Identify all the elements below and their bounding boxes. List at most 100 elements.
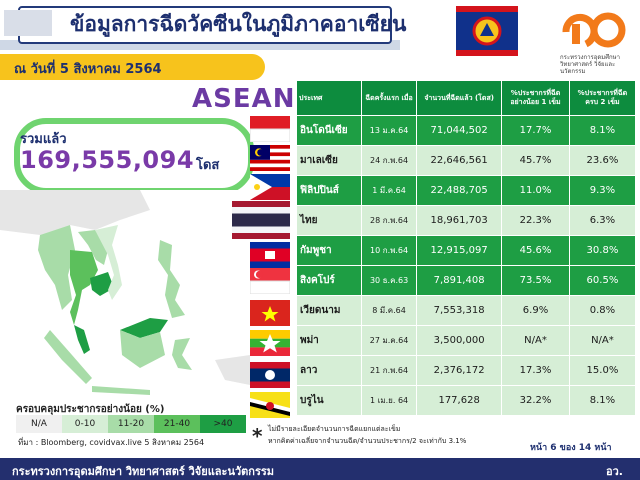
cell-start: 13 ม.ค.64 — [360, 115, 418, 146]
cell-country: ลาว — [296, 355, 362, 386]
cell-start: 24 ก.พ.64 — [360, 145, 418, 176]
cell-start: 10 ก.พ.64 — [360, 235, 418, 266]
table-row: พม่า 27 ม.ค.64 3,500,000 N/A* N/A* — [296, 325, 637, 356]
cell-doses: 177,628 — [416, 385, 503, 416]
header-stripe — [0, 40, 400, 50]
cell-doses: 22,646,561 — [416, 145, 503, 176]
cell-pct1: 17.7% — [501, 115, 570, 146]
asean-map — [0, 190, 250, 400]
header-start-date: ฉีดครั้งแรก เมื่อ — [360, 80, 418, 116]
cell-pct2: 30.8% — [568, 235, 637, 266]
table-row: อินโดนีเซีย 13 ม.ค.64 71,044,502 17.7% 8… — [296, 115, 637, 146]
ministry-logo-icon — [556, 10, 626, 54]
cell-pct1: 22.3% — [501, 205, 570, 236]
table-row: เวียดนาม 8 มี.ค.64 7,553,318 6.9% 0.8% — [296, 295, 637, 326]
table-row: กัมพูชา 10 ก.พ.64 12,915,097 45.6% 30.8% — [296, 235, 637, 266]
cell-pct1: 17.3% — [501, 355, 570, 386]
page-title: ข้อมูลการฉีดวัคซีนในภูมิภาคอาเซียน — [70, 12, 407, 36]
map-thailand — [70, 250, 98, 325]
cell-country: พม่า — [296, 325, 362, 356]
cell-pct1: 32.2% — [501, 385, 570, 416]
cell-pct2: 9.3% — [568, 175, 637, 206]
cell-country: ไทย — [296, 205, 362, 236]
ministry-logo-text: กระทรวงการอุดมศึกษา วิทยาศาสตร์ วิจัยและ… — [560, 54, 620, 75]
map-philippines — [158, 240, 185, 318]
cell-doses: 3,500,000 — [416, 325, 503, 356]
date-banner — [0, 54, 265, 80]
total-unit: โดส — [196, 158, 220, 173]
flag-thailand-icon — [232, 201, 290, 239]
page-indicator: หน้า 6 ของ 14 หน้า — [530, 443, 612, 453]
flag-singapore-icon — [249, 268, 291, 295]
cell-doses: 22,488,705 — [416, 175, 503, 206]
cell-pct2: 8.1% — [568, 385, 637, 416]
cell-pct1: 45.7% — [501, 145, 570, 176]
cell-pct1: 73.5% — [501, 265, 570, 296]
cell-start: 21 ก.พ.64 — [360, 355, 418, 386]
cell-pct2: 15.0% — [568, 355, 637, 386]
footer-abbreviation: อว. — [606, 465, 623, 478]
cell-doses: 2,376,172 — [416, 355, 503, 386]
legend-na: N/A — [16, 415, 62, 433]
cell-pct2: 8.1% — [568, 115, 637, 146]
header-doses: จำนวนที่ฉีดแล้ว (โดส) — [416, 80, 503, 116]
table-row: ลาว 21 ก.พ.64 2,376,172 17.3% 15.0% — [296, 355, 637, 386]
flag-cambodia-icon — [250, 242, 290, 268]
map-malaysia — [74, 325, 90, 354]
flag-philippines-icon — [250, 174, 290, 200]
note-line-2: หากคิดค่าเฉลี่ยจากจำนวนฉีด/จำนวนประชากร/… — [268, 437, 467, 445]
table-row: ไทย 28 ก.พ.64 18,961,703 22.3% 6.3% — [296, 205, 637, 236]
cell-start: 30 ธ.ค.63 — [360, 265, 418, 296]
cell-pct2: 23.6% — [568, 145, 637, 176]
cell-start: 1 เม.ย. 64 — [360, 385, 418, 416]
cell-pct1: N/A* — [501, 325, 570, 356]
cell-country: เวียดนาม — [296, 295, 362, 326]
flag-indonesia-icon — [249, 116, 291, 143]
cell-start: 8 มี.ค.64 — [360, 295, 418, 326]
vaccination-table: ประเทศ ฉีดครั้งแรก เมื่อ จำนวนที่ฉีดแล้ว… — [296, 80, 637, 416]
legend-11-20: 11-20 — [108, 415, 154, 433]
table-row: มาเลเซีย 24 ก.พ.64 22,646,561 45.7% 23.6… — [296, 145, 637, 176]
cell-doses: 7,553,318 — [416, 295, 503, 326]
cell-doses: 71,044,502 — [416, 115, 503, 146]
flag-laos-icon — [250, 362, 290, 388]
total-box — [14, 118, 254, 194]
cell-start: 28 ก.พ.64 — [360, 205, 418, 236]
cell-country: สิงคโปร์ — [296, 265, 362, 296]
cell-doses: 12,915,097 — [416, 235, 503, 266]
title-decoration — [4, 10, 52, 36]
cell-pct1: 11.0% — [501, 175, 570, 206]
legend-21-40: 21-40 — [154, 415, 200, 433]
cell-doses: 7,891,408 — [416, 265, 503, 296]
cell-country: กัมพูชา — [296, 235, 362, 266]
note-asterisk: * — [252, 424, 263, 448]
cell-pct2: 0.8% — [568, 295, 637, 326]
source-note: ที่มา : Bloomberg, covidvax.live 5 สิงหา… — [18, 438, 205, 447]
cell-pct2: N/A* — [568, 325, 637, 356]
table-row: ฟิลิปปินส์ 1 มี.ค.64 22,488,705 11.0% 9.… — [296, 175, 637, 206]
header-pct-one: %ประชากรที่ฉีด อย่างน้อย 1 เข็ม — [501, 80, 570, 116]
flag-vietnam-icon — [250, 300, 290, 326]
asean-flag-icon — [456, 6, 518, 56]
flag-brunei-icon — [250, 392, 290, 418]
cell-pct2: 6.3% — [568, 205, 637, 236]
legend-0-10: 0-10 — [62, 415, 108, 433]
table-row: สิงคโปร์ 30 ธ.ค.63 7,891,408 73.5% 60.5% — [296, 265, 637, 296]
asean-heading: ASEAN — [192, 84, 296, 114]
table-header-row: ประเทศ ฉีดครั้งแรก เมื่อ จำนวนที่ฉีดแล้ว… — [296, 80, 637, 116]
cell-pct1: 6.9% — [501, 295, 570, 326]
footer-bar — [0, 458, 640, 480]
legend-over-40: >40 — [200, 415, 246, 433]
map-myanmar — [38, 225, 75, 310]
header-pct-two: %ประชากรที่ฉีด ครบ 2 เข็ม — [568, 80, 637, 116]
cell-doses: 18,961,703 — [416, 205, 503, 236]
total-label: รวมแล้ว — [20, 132, 67, 147]
legend-title: ครอบคลุมประชากรอย่างน้อย (%) — [16, 404, 165, 415]
title-box — [18, 6, 392, 44]
note-line-1: ไม่มีรายละเอียดจำนวนการฉีดแยกแต่ละเข็ม — [268, 425, 401, 433]
date-label: ณ วันที่ 5 สิงหาคม 2564 — [14, 62, 162, 77]
cell-country: อินโดนีเซีย — [296, 115, 362, 146]
cell-pct1: 45.6% — [501, 235, 570, 266]
table-row: บรูไน 1 เม.ย. 64 177,628 32.2% 8.1% — [296, 385, 637, 416]
cell-country: ฟิลิปปินส์ — [296, 175, 362, 206]
